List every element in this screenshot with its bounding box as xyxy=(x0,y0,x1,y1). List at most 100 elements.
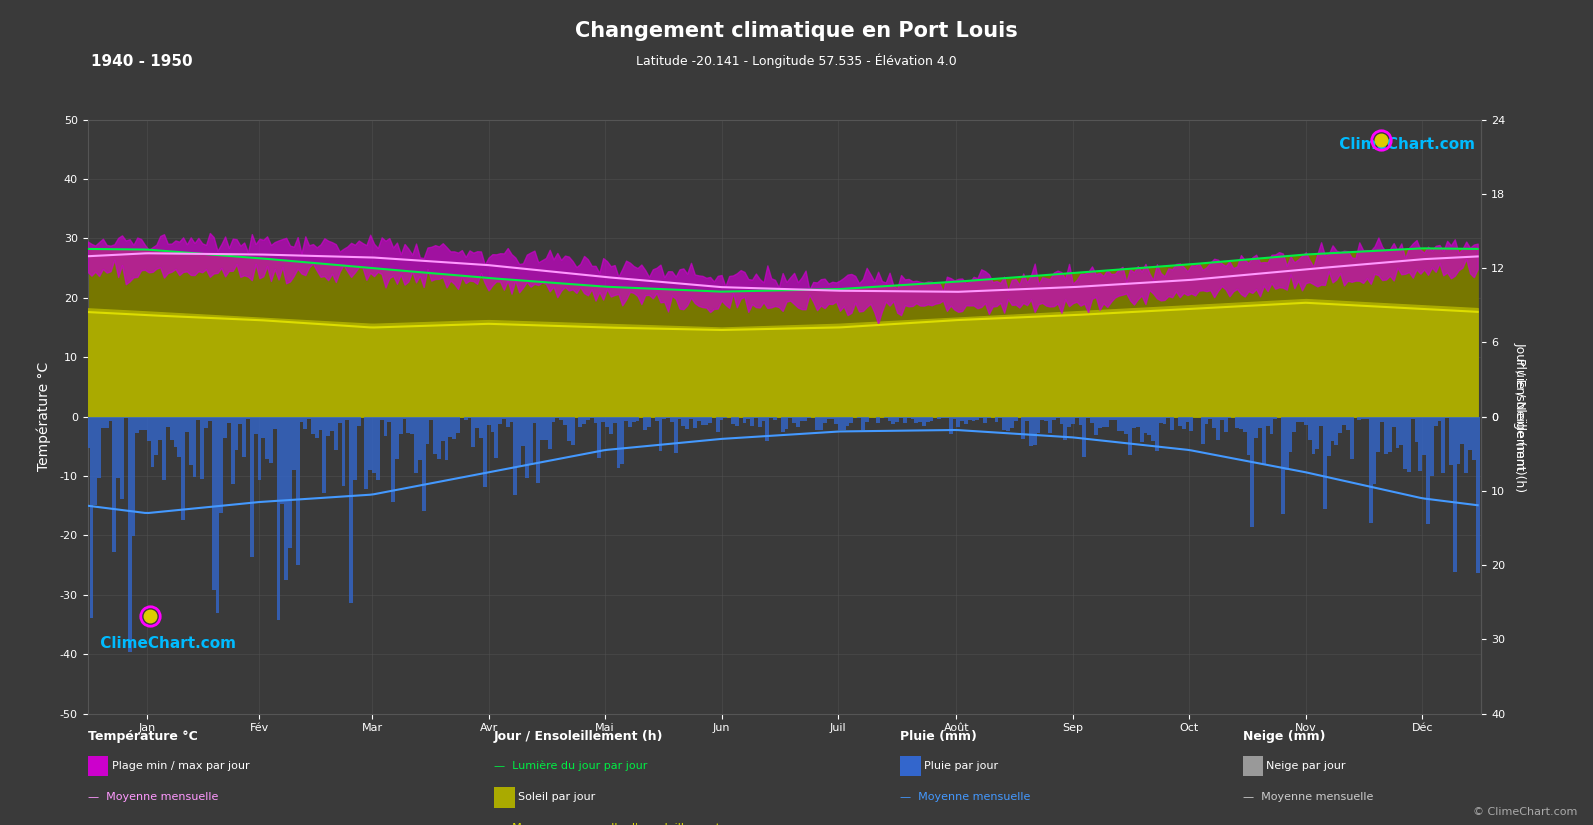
Y-axis label: Jour / Ensoleillement (h): Jour / Ensoleillement (h) xyxy=(1513,342,1526,492)
Bar xyxy=(1029,417,1032,446)
Bar xyxy=(1311,417,1316,454)
Bar xyxy=(556,417,559,418)
Bar xyxy=(1215,417,1220,440)
Bar xyxy=(365,417,368,489)
Bar xyxy=(690,417,693,419)
Bar xyxy=(1067,417,1070,427)
Bar xyxy=(341,417,346,487)
Bar xyxy=(1343,417,1346,425)
Bar xyxy=(346,417,349,420)
Bar xyxy=(860,417,865,431)
Bar xyxy=(918,417,922,422)
Bar xyxy=(113,417,116,551)
Bar xyxy=(1086,417,1090,418)
Bar xyxy=(1308,417,1311,441)
Bar xyxy=(1258,417,1262,428)
Bar xyxy=(972,417,975,421)
Bar xyxy=(1324,417,1327,509)
Bar xyxy=(628,417,632,427)
Bar xyxy=(250,417,253,557)
Bar xyxy=(887,417,892,422)
Bar xyxy=(1040,417,1045,420)
Bar xyxy=(1032,417,1037,446)
Bar xyxy=(766,417,769,441)
Text: Plage min / max par jour: Plage min / max par jour xyxy=(112,761,249,771)
Bar xyxy=(215,417,220,613)
Bar xyxy=(1418,417,1423,471)
Bar xyxy=(605,417,609,427)
Bar xyxy=(1128,417,1133,455)
Bar xyxy=(567,417,570,441)
Bar xyxy=(1456,417,1461,464)
Bar xyxy=(632,417,636,422)
Bar xyxy=(529,417,532,465)
Bar xyxy=(330,417,335,431)
Bar xyxy=(1109,417,1114,421)
Bar xyxy=(414,417,417,473)
Bar xyxy=(1239,417,1243,429)
Bar xyxy=(975,417,980,420)
Bar xyxy=(1384,417,1388,454)
Bar xyxy=(969,417,972,420)
Bar xyxy=(1262,417,1266,464)
Bar xyxy=(537,417,540,483)
Bar xyxy=(349,417,354,603)
Bar xyxy=(1010,417,1013,428)
Bar xyxy=(475,417,479,428)
Bar xyxy=(1021,417,1026,440)
Bar xyxy=(876,417,879,423)
Bar xyxy=(1220,417,1223,421)
Bar xyxy=(671,417,674,422)
Bar xyxy=(796,417,800,427)
Bar xyxy=(1163,417,1166,424)
Bar xyxy=(1013,417,1018,421)
Bar xyxy=(785,417,789,429)
Bar xyxy=(315,417,319,438)
Bar xyxy=(865,417,868,422)
Bar xyxy=(307,417,311,419)
Bar xyxy=(196,417,201,420)
Bar xyxy=(769,417,773,418)
Bar xyxy=(578,417,581,427)
Bar xyxy=(830,417,835,419)
Bar xyxy=(147,417,151,441)
Bar xyxy=(1155,417,1158,451)
Bar xyxy=(1338,417,1343,433)
Bar xyxy=(983,417,988,422)
Bar xyxy=(162,417,166,480)
Bar xyxy=(709,417,712,423)
Bar xyxy=(1270,417,1273,434)
Bar xyxy=(417,417,422,460)
Bar xyxy=(411,417,414,434)
Bar xyxy=(398,417,403,434)
Text: Pluie (mm): Pluie (mm) xyxy=(900,730,977,743)
Bar xyxy=(327,417,330,436)
Bar xyxy=(239,417,242,424)
Bar xyxy=(1002,417,1007,430)
Bar xyxy=(425,417,430,444)
Bar xyxy=(734,417,739,427)
Bar xyxy=(1190,417,1193,431)
Bar xyxy=(1158,417,1163,423)
Bar xyxy=(937,417,941,419)
Bar xyxy=(1082,417,1086,456)
Bar xyxy=(1472,417,1475,460)
Y-axis label: Température °C: Température °C xyxy=(37,362,51,471)
Bar xyxy=(1330,417,1335,441)
Bar xyxy=(1106,417,1109,427)
Text: Jour / Ensoleillement (h): Jour / Ensoleillement (h) xyxy=(494,730,663,743)
Bar xyxy=(1177,417,1182,427)
Bar xyxy=(1461,417,1464,444)
Bar xyxy=(223,417,228,438)
Bar xyxy=(723,417,728,418)
Bar xyxy=(674,417,677,454)
Bar xyxy=(1204,417,1209,423)
Bar xyxy=(543,417,548,441)
Bar xyxy=(139,417,143,430)
Bar xyxy=(1037,417,1040,433)
Bar xyxy=(280,417,284,504)
Bar xyxy=(185,417,190,431)
Bar xyxy=(472,417,475,446)
Bar xyxy=(964,417,969,424)
Bar xyxy=(1442,417,1445,474)
